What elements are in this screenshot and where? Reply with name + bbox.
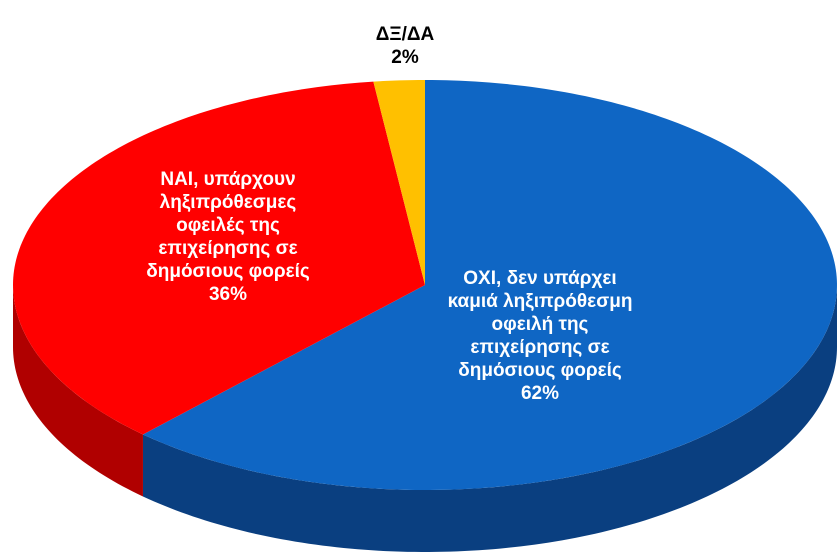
pie-side: [13, 285, 143, 497]
pie-slice: [13, 81, 426, 435]
category-label: ΟΧΙ, δεν υπάρχει καμιά ληξιπρόθεσμη οφει…: [447, 268, 633, 381]
category-label: ΔΞ/ΔΑ: [375, 24, 435, 45]
slice-label: ΝΑΙ, υπάρχουν ληξιπρόθεσμες οφειλές της …: [126, 168, 331, 306]
pie-side: [142, 285, 837, 552]
value-label: 2%: [391, 47, 419, 68]
slice-label: ΟΧΙ, δεν υπάρχει καμιά ληξιπρόθεσμη οφει…: [438, 267, 643, 405]
pie-slice: [142, 80, 837, 490]
value-label: 36%: [208, 284, 248, 305]
category-label: ΝΑΙ, υπάρχουν ληξιπρόθεσμες οφειλές της …: [146, 169, 310, 282]
slice-label: ΔΞ/ΔΑ 2%: [345, 23, 465, 69]
value-label: 62%: [520, 383, 560, 404]
pie-slice: [373, 80, 425, 285]
